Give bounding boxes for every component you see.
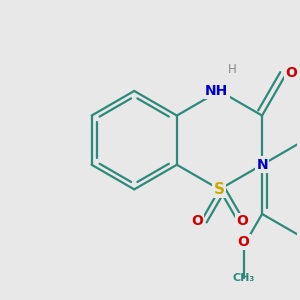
Text: NH: NH (205, 84, 228, 98)
Text: N: N (256, 158, 268, 172)
Text: H: H (228, 63, 237, 76)
Text: S: S (214, 182, 225, 197)
Text: O: O (238, 235, 250, 249)
Text: O: O (286, 66, 298, 80)
Text: O: O (191, 214, 203, 228)
Text: CH₃: CH₃ (232, 273, 255, 283)
Text: O: O (236, 214, 248, 228)
